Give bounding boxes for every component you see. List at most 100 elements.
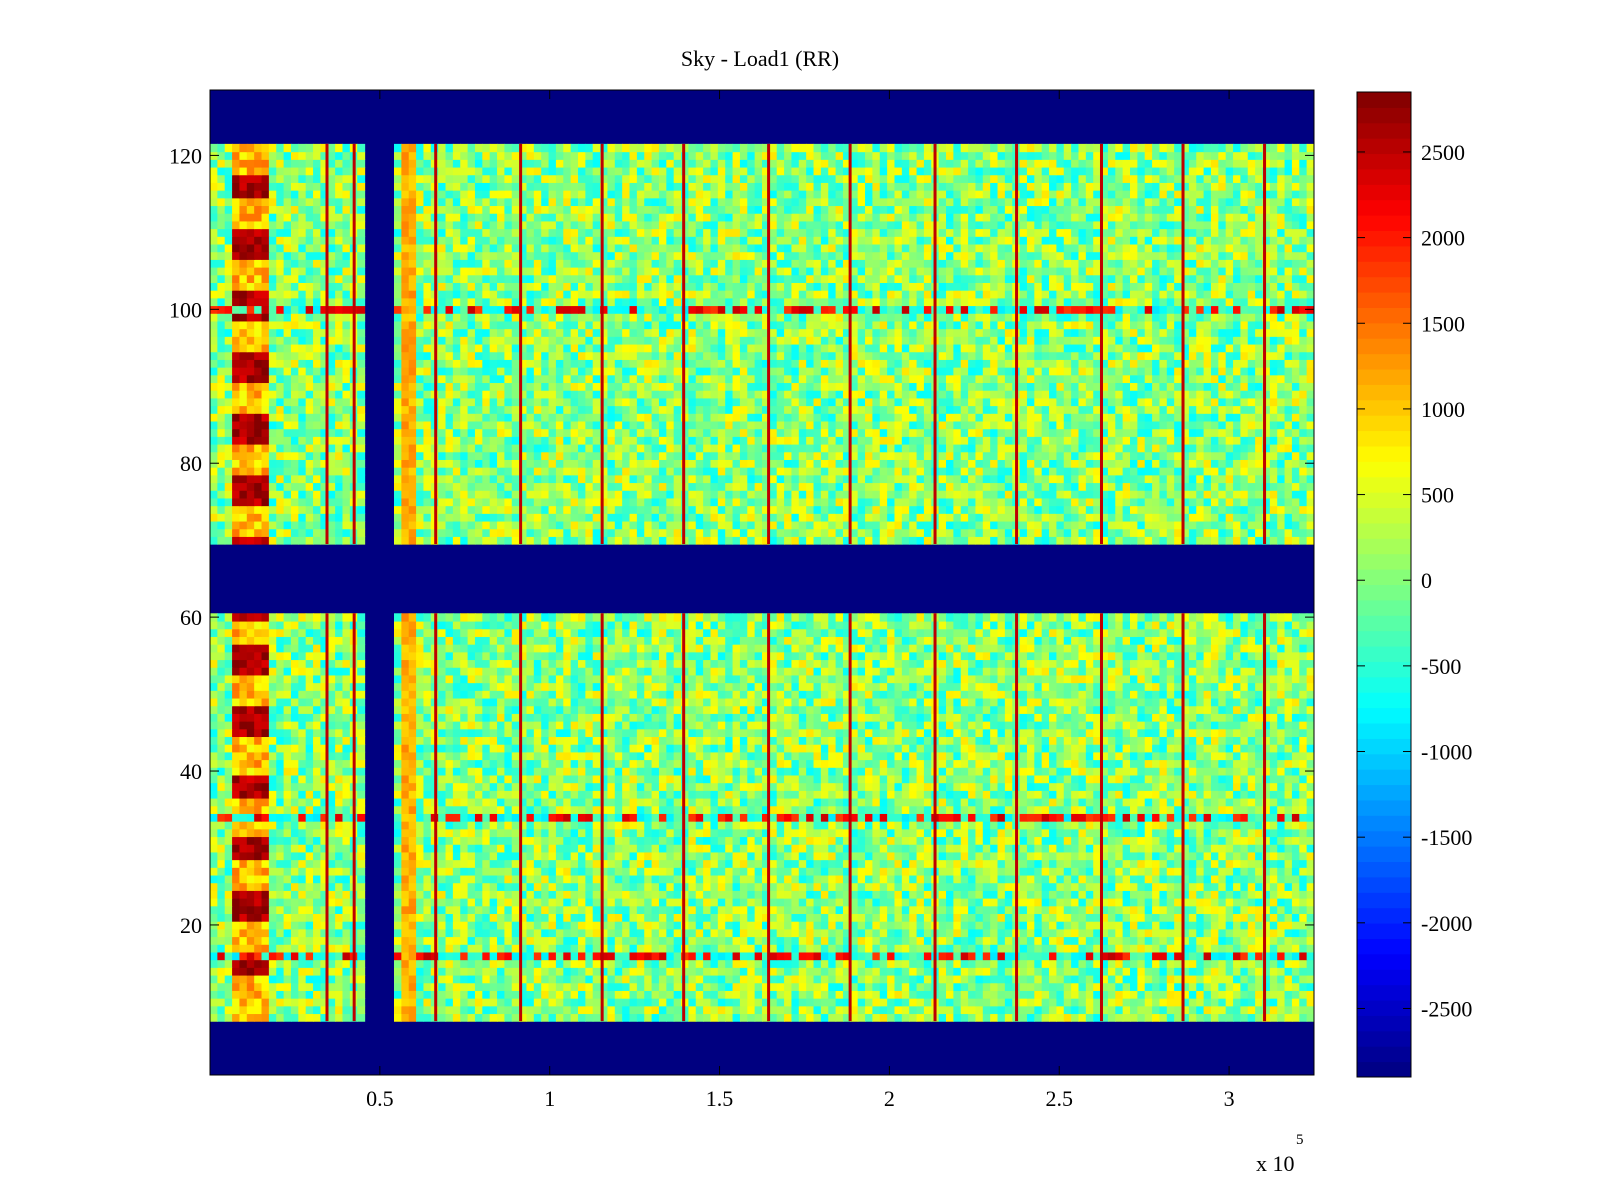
heatmap-cell bbox=[1144, 844, 1153, 853]
heatmap-cell bbox=[990, 982, 999, 991]
heatmap-cell bbox=[629, 936, 638, 945]
heatmap-cell bbox=[820, 759, 829, 768]
heatmap-cell bbox=[210, 821, 218, 830]
heatmap-cell bbox=[423, 1013, 432, 1022]
heatmap-cell bbox=[320, 828, 329, 838]
heatmap-cell bbox=[1174, 982, 1183, 991]
heatmap-cell bbox=[1159, 990, 1168, 999]
heatmap-cell bbox=[1100, 797, 1109, 807]
heatmap-cell bbox=[1203, 974, 1212, 984]
heatmap-cell bbox=[732, 844, 741, 853]
heatmap-cell bbox=[585, 905, 594, 914]
heatmap-cell bbox=[1225, 782, 1234, 791]
heatmap-cell bbox=[305, 844, 314, 853]
heatmap-cell bbox=[1159, 782, 1168, 791]
heatmap-cell bbox=[754, 905, 763, 914]
heatmap-cell bbox=[1159, 1013, 1168, 1022]
heatmap-cell bbox=[357, 898, 366, 907]
heatmap-cell bbox=[1049, 990, 1057, 999]
heatmap-cell bbox=[820, 928, 829, 938]
heatmap-cell bbox=[946, 898, 954, 907]
heatmap-cell bbox=[298, 913, 307, 922]
heatmap-cell bbox=[1299, 851, 1308, 861]
heatmap-cell bbox=[1277, 959, 1286, 968]
heatmap-cell bbox=[806, 959, 815, 968]
heatmap-cell bbox=[1181, 921, 1190, 930]
heatmap-cell bbox=[327, 797, 336, 807]
heatmap-cell bbox=[1004, 898, 1013, 907]
heatmap-cell bbox=[1247, 982, 1256, 991]
heatmap-cell bbox=[916, 859, 925, 868]
heatmap-cell bbox=[997, 828, 1006, 838]
heatmap-cell bbox=[290, 836, 299, 845]
heatmap-cell bbox=[1115, 882, 1124, 891]
heatmap-cell bbox=[1166, 959, 1175, 968]
heatmap-cell bbox=[1100, 1005, 1109, 1015]
heatmap-cell bbox=[614, 774, 623, 784]
heatmap-cell bbox=[1291, 898, 1300, 907]
heatmap-cell bbox=[1137, 959, 1146, 968]
heatmap-cell bbox=[570, 913, 579, 922]
heatmap-cell bbox=[1122, 836, 1131, 845]
heatmap-cell bbox=[1137, 913, 1146, 922]
heatmap-cell bbox=[754, 898, 763, 907]
heatmap-cell bbox=[636, 959, 645, 968]
heatmap-cell bbox=[784, 928, 793, 938]
heatmap-cell bbox=[1262, 821, 1271, 830]
heatmap-cell bbox=[1034, 813, 1043, 822]
heatmap-cell bbox=[938, 790, 947, 799]
heatmap-cell bbox=[754, 998, 763, 1007]
heatmap-cell bbox=[1056, 882, 1065, 891]
heatmap-cell bbox=[1262, 797, 1271, 807]
heatmap-cell bbox=[1203, 813, 1212, 822]
heatmap-cell bbox=[497, 774, 505, 784]
heatmap-cell bbox=[658, 944, 667, 953]
heatmap-cell bbox=[1107, 782, 1116, 791]
heatmap-cell bbox=[592, 974, 601, 984]
heatmap-cell bbox=[570, 851, 579, 861]
heatmap-cell bbox=[1203, 844, 1212, 853]
heatmap-cell bbox=[1291, 828, 1300, 838]
heatmap-cell bbox=[725, 913, 734, 922]
heatmap-cell bbox=[1174, 990, 1183, 999]
heatmap-cell bbox=[1225, 967, 1234, 976]
heatmap-cell bbox=[357, 874, 366, 884]
heatmap-cell bbox=[401, 913, 410, 922]
heatmap-cell bbox=[1041, 782, 1050, 791]
heatmap-cell bbox=[482, 951, 491, 961]
heatmap-cell bbox=[1203, 821, 1212, 830]
heatmap-cell bbox=[754, 851, 763, 861]
heatmap-cell bbox=[555, 913, 564, 922]
heatmap-cell bbox=[1247, 821, 1256, 830]
heatmap-cell bbox=[1203, 905, 1212, 914]
heatmap-cell bbox=[953, 867, 962, 876]
heatmap-cell bbox=[489, 859, 498, 868]
heatmap-cell bbox=[813, 859, 822, 868]
heatmap-cell bbox=[784, 998, 793, 1007]
heatmap-cell bbox=[879, 813, 888, 822]
heatmap-cell bbox=[806, 990, 815, 999]
heatmap-cell bbox=[673, 821, 682, 830]
heatmap-cell bbox=[217, 1005, 226, 1015]
heatmap-cell bbox=[916, 844, 925, 853]
heatmap-cell bbox=[313, 928, 321, 938]
heatmap-cell bbox=[747, 990, 756, 999]
heatmap-cell bbox=[327, 990, 336, 999]
heatmap-cell bbox=[239, 1005, 248, 1015]
heatmap-cell bbox=[865, 982, 873, 991]
heatmap-cell bbox=[1225, 821, 1234, 830]
heatmap-cell bbox=[578, 836, 586, 845]
heatmap-cell bbox=[408, 782, 417, 791]
heatmap-cell bbox=[401, 990, 410, 999]
heatmap-cell bbox=[1181, 1013, 1190, 1022]
heatmap-cell bbox=[1233, 990, 1241, 999]
heatmap-cell bbox=[622, 828, 631, 838]
heatmap-cell bbox=[975, 767, 984, 776]
heatmap-cell bbox=[1210, 790, 1219, 799]
heatmap-cell bbox=[1240, 936, 1249, 945]
heatmap-cell bbox=[1130, 767, 1138, 776]
heatmap-cell bbox=[1306, 867, 1314, 876]
heatmap-cell bbox=[1225, 805, 1234, 814]
heatmap-cell bbox=[1277, 905, 1286, 914]
heatmap-cell bbox=[658, 859, 667, 868]
